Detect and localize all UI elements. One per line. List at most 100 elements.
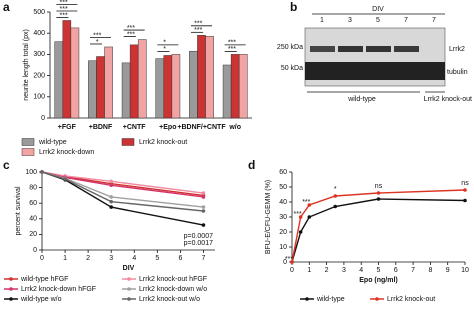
y-tick-label: 20 xyxy=(29,231,37,238)
bar xyxy=(96,56,105,119)
x-tick-label: 10 xyxy=(461,267,469,274)
point xyxy=(376,191,381,195)
x-tick-label: +BDNF xyxy=(89,124,113,131)
point xyxy=(109,179,113,184)
legend-label: Lrrk2 knock-out xyxy=(139,139,187,146)
bar xyxy=(197,35,206,119)
sig-label: *** xyxy=(60,6,68,13)
bar xyxy=(121,62,131,119)
bar xyxy=(163,55,173,119)
x-tick-label: +Epo xyxy=(159,124,176,131)
x-axis-title: Epo (ng/ml) xyxy=(359,277,398,284)
marker: 50 kDa xyxy=(281,65,303,72)
bar xyxy=(222,64,232,119)
x-tick-label: 3 xyxy=(109,255,113,262)
x-tick-label: 8 xyxy=(428,267,432,274)
bar xyxy=(238,54,248,119)
legend-label: wild-type w/o xyxy=(20,296,62,303)
point-label: *** xyxy=(285,256,293,263)
bar xyxy=(205,36,214,119)
y-tick-label: 20 xyxy=(279,229,287,236)
band xyxy=(310,46,335,52)
legend-label: Lrrk2 knock-down hFGF xyxy=(21,286,96,293)
x-tick-label: 0 xyxy=(40,255,44,262)
sig-label: *** xyxy=(127,25,135,32)
point xyxy=(290,260,294,264)
panel-label: a xyxy=(3,0,10,14)
bar xyxy=(62,20,72,119)
x-tick-label: 4 xyxy=(132,255,136,262)
lane-label: 7 xyxy=(432,17,436,24)
point xyxy=(63,177,67,181)
x-tick-label: 7 xyxy=(202,255,206,262)
x-tick-label: 1 xyxy=(307,267,311,274)
point xyxy=(109,183,113,188)
sig-label: *** xyxy=(228,40,236,47)
y-tick-label: 0 xyxy=(41,115,45,122)
sig-label: *** xyxy=(194,21,202,28)
series-line xyxy=(41,171,204,194)
band-label: tubulin xyxy=(447,69,468,76)
point xyxy=(201,209,206,213)
y-tick-label: 60 xyxy=(29,200,37,207)
sig-label: *** xyxy=(228,46,236,53)
bar xyxy=(70,27,80,119)
band xyxy=(394,46,419,52)
point xyxy=(333,194,338,198)
y-tick-label: 40 xyxy=(279,199,287,206)
y-tick-label: 80 xyxy=(29,184,37,191)
legend-marker xyxy=(9,287,13,291)
legend-label: Lrrk2 knock-down xyxy=(39,149,94,156)
annotation: p=0.0007 xyxy=(184,233,213,240)
bar xyxy=(230,54,240,119)
x-tick-label: +BDNF/+CNTF xyxy=(177,124,226,131)
y-tick-label: 10 xyxy=(279,244,287,251)
sig-label: * xyxy=(163,46,166,53)
point xyxy=(201,223,206,227)
y-tick-label: 40 xyxy=(29,216,37,223)
legend-label: wild-type hFGF xyxy=(20,276,68,283)
point xyxy=(298,215,303,219)
bar xyxy=(171,54,181,119)
lane-label: 7 xyxy=(404,17,408,24)
legend-marker xyxy=(375,297,379,301)
legend-swatch xyxy=(121,138,135,146)
point xyxy=(307,215,312,219)
y-tick-label: 500 xyxy=(33,9,45,16)
legend-marker xyxy=(9,297,13,301)
x-tick-label: 9 xyxy=(446,267,450,274)
lane-label: 1 xyxy=(320,17,324,24)
y-tick-label: 400 xyxy=(33,30,45,37)
x-tick-label: 3 xyxy=(342,267,346,274)
legend-swatch xyxy=(21,138,35,146)
x-tick-label: 4 xyxy=(359,267,363,274)
legend-label: Lrrk2 knock-down w/o xyxy=(139,286,207,293)
bar xyxy=(104,46,113,119)
x-tick-label: 5 xyxy=(377,267,381,274)
y-tick-label: 100 xyxy=(33,94,45,101)
sig-label: *** xyxy=(93,32,101,39)
x-tick-label: +FGF xyxy=(58,124,77,131)
y-axis-title: percent survival xyxy=(15,186,22,235)
lane-label: 3 xyxy=(348,17,352,24)
y-tick-label: 200 xyxy=(33,72,45,79)
sig-label: * xyxy=(96,39,99,46)
series-line xyxy=(291,198,466,263)
x-tick-label: 5 xyxy=(155,255,159,262)
point-label: * xyxy=(334,186,337,193)
sig-label: * xyxy=(163,40,166,47)
panel-label: d xyxy=(248,158,255,172)
y-tick-label: 50 xyxy=(279,184,287,191)
y-axis-title: BFU-E/CFU-GEMM (%) xyxy=(265,180,272,254)
sig-label: *** xyxy=(60,0,68,6)
point xyxy=(463,198,467,203)
sig-label: *** xyxy=(127,31,135,38)
y-tick-label: 30 xyxy=(279,214,287,221)
point xyxy=(307,203,312,207)
group-label: wild-type xyxy=(347,96,376,103)
point xyxy=(201,191,206,195)
point xyxy=(463,188,467,192)
lane-label: 5 xyxy=(376,17,380,24)
point xyxy=(201,195,206,199)
x-tick-label: 1 xyxy=(63,255,67,262)
